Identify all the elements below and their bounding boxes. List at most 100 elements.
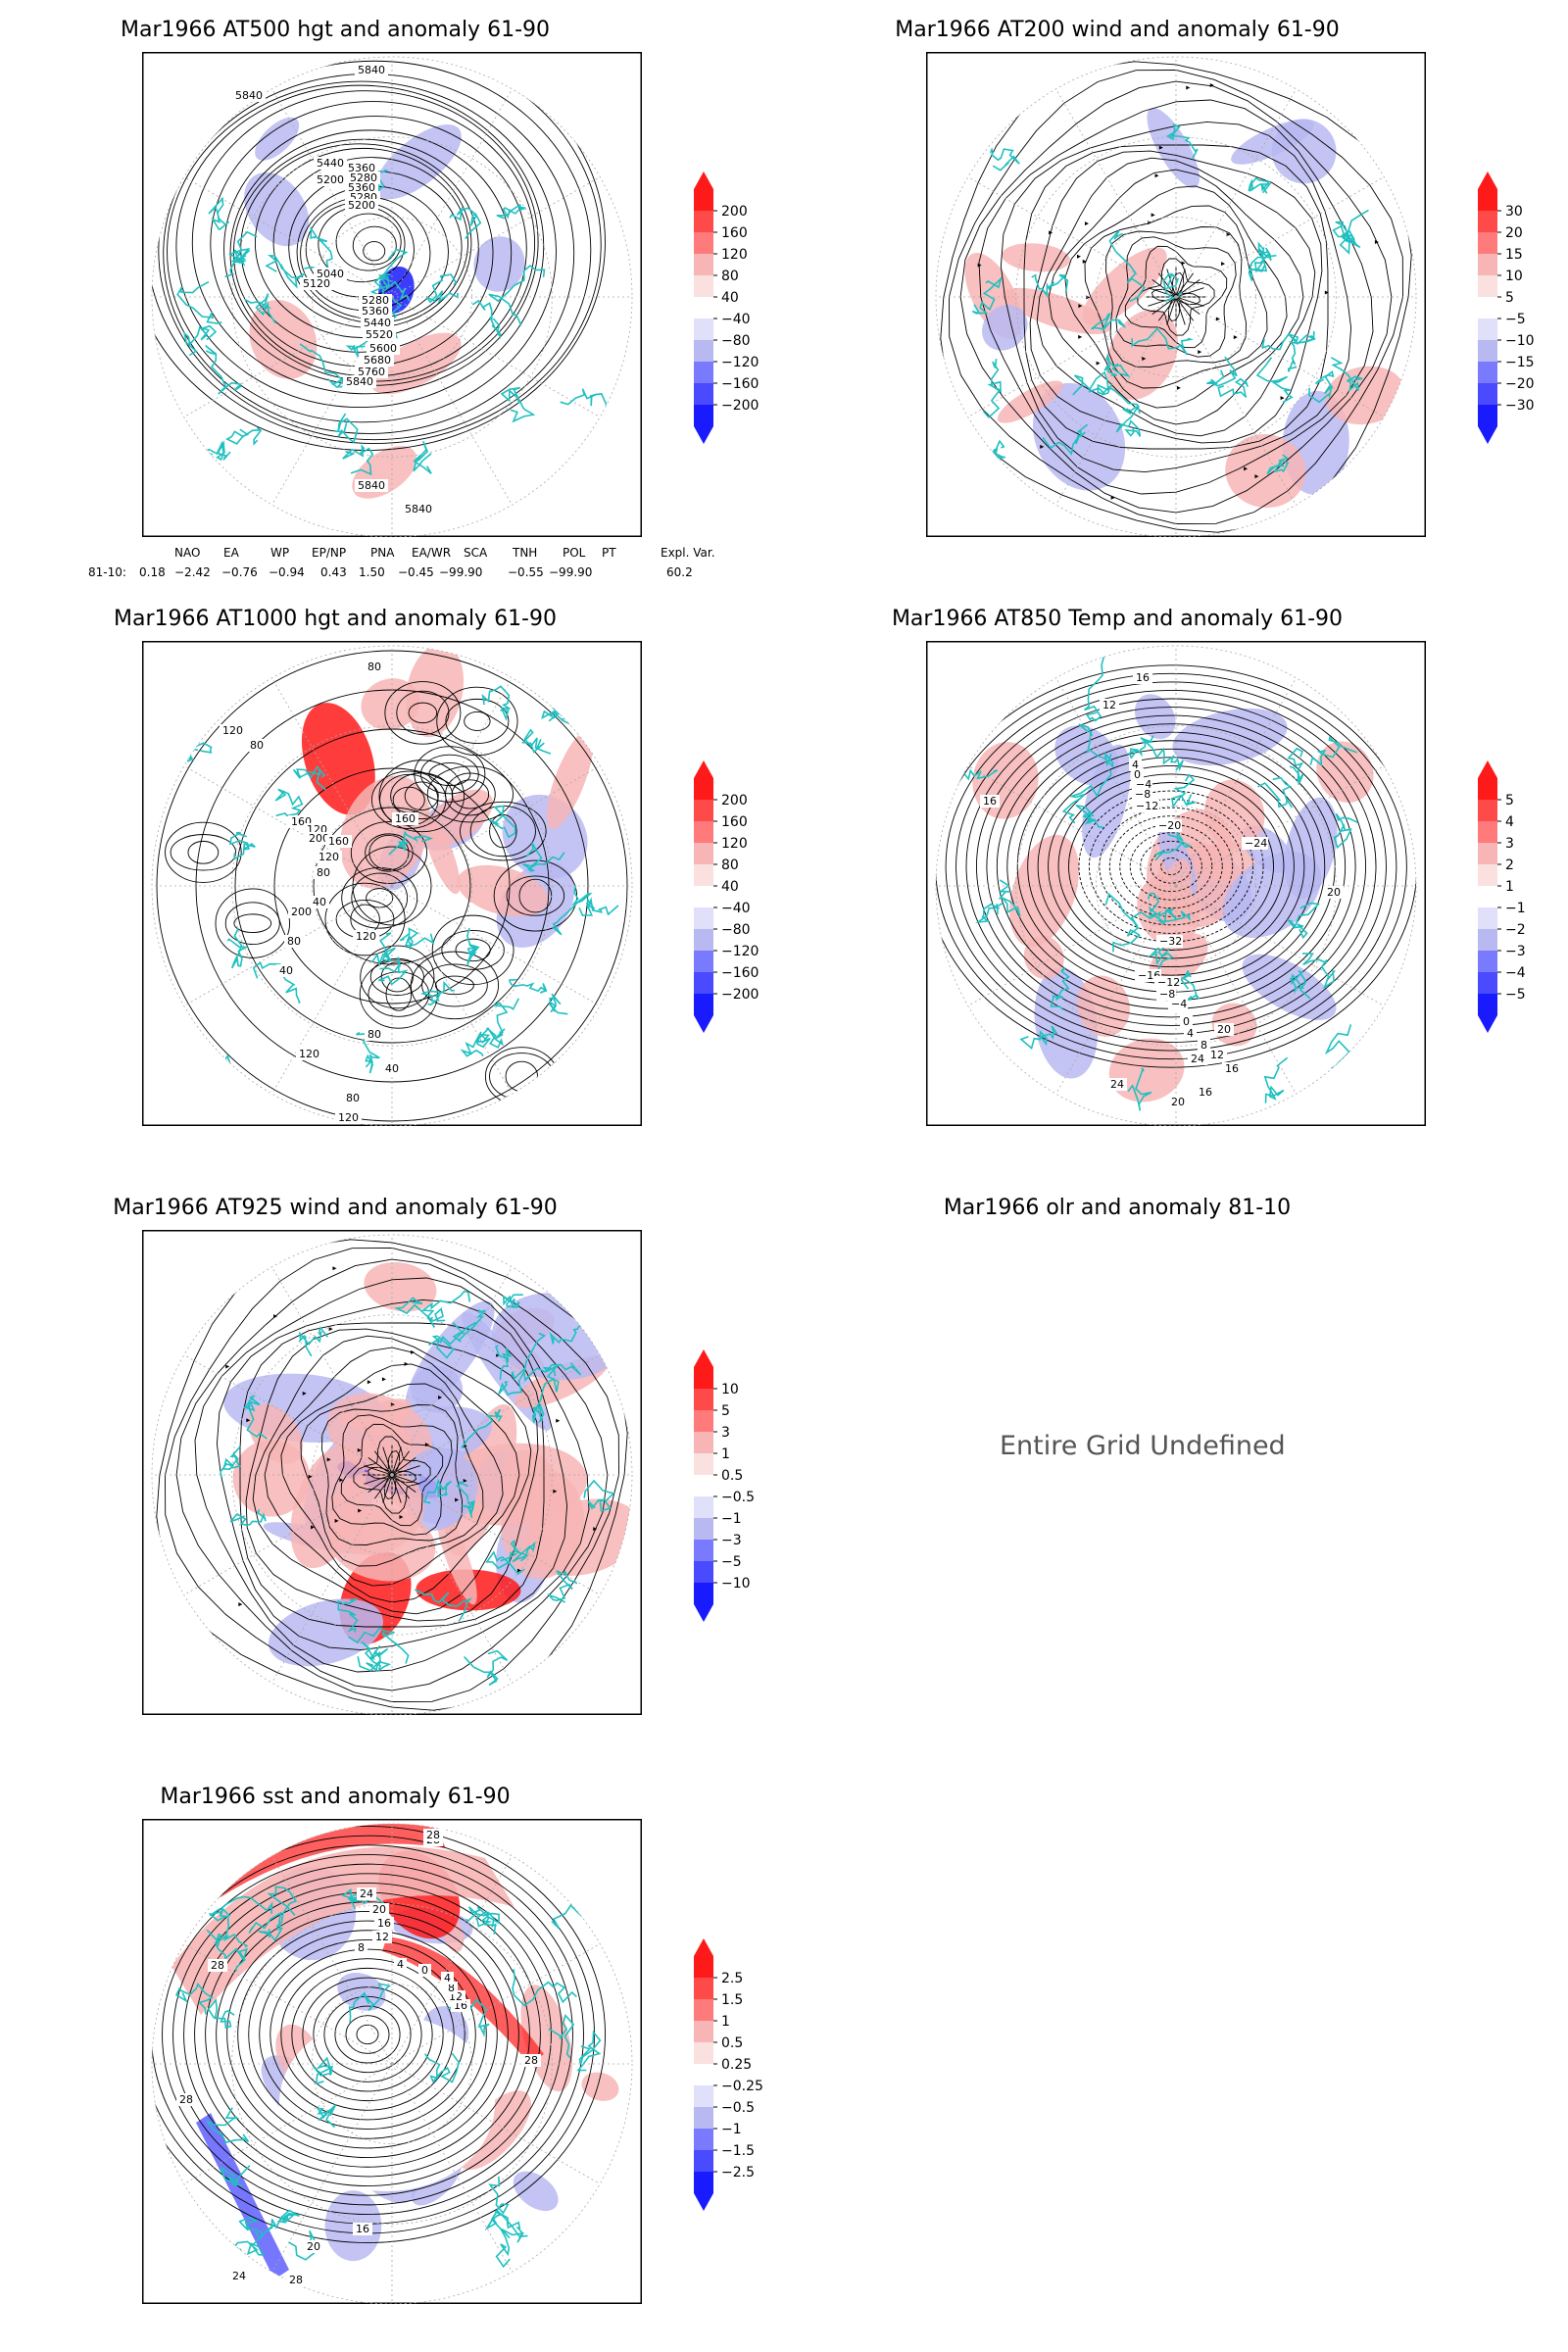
contour-label: 120 xyxy=(299,1048,319,1060)
colorbar-tick-label: 120 xyxy=(721,247,748,263)
contour-label: 160 xyxy=(328,835,349,848)
contour-label: 5840 xyxy=(346,375,373,388)
colorbar-tick-label: 0.5 xyxy=(721,2035,743,2051)
index-header: NAO xyxy=(174,546,201,560)
colorbar-tick-label: −40 xyxy=(721,901,751,916)
contour-label: 16 xyxy=(377,1917,391,1930)
colorbar-tick-label: −20 xyxy=(1505,376,1535,392)
colorbar-tick-label: 3 xyxy=(721,1425,730,1441)
contour-label: −32 xyxy=(1159,935,1182,948)
index-header: WP xyxy=(270,546,290,560)
colorbar-tick-label: −3 xyxy=(1505,944,1526,959)
contour-label: 5840 xyxy=(358,64,385,76)
colorbar-tick-label: 40 xyxy=(721,290,739,306)
colorbar-tick-label: −0.5 xyxy=(721,1490,755,1505)
colorbar-tick-label: 200 xyxy=(721,793,748,808)
colorbar-tick-label: −40 xyxy=(721,312,751,327)
colorbar-tick-label: −10 xyxy=(1505,333,1535,349)
contour-label: 5840 xyxy=(235,89,263,102)
contour-label: 24 xyxy=(1110,1078,1124,1091)
contour-label: 4 xyxy=(1132,759,1139,771)
colorbar-tick-label: −5 xyxy=(1505,987,1526,1003)
colorbar-tick-label: −120 xyxy=(721,944,759,959)
colorbar-tick-label: 160 xyxy=(721,225,748,241)
contour-label: 5200 xyxy=(348,199,375,212)
colorbar-tick-label: 0.25 xyxy=(721,2057,752,2073)
contour-label: 20 xyxy=(1327,886,1341,899)
colorbar-tick-label: −1 xyxy=(721,2122,742,2137)
contour-label: 16 xyxy=(1199,1086,1212,1099)
contour-label: 20 xyxy=(1217,1023,1231,1036)
colorbar-wind200: 30 20 15 10 5 −5 −10 −15 −20 −30 xyxy=(1478,172,1535,444)
teleconnection-index-table: NAO EA WP EP/NP PNA EA/WR SCA TNH POL PT… xyxy=(88,546,735,585)
contour-label: 4 xyxy=(1187,1027,1194,1040)
colorbar-tick-label: 160 xyxy=(721,814,748,830)
colorbar-tick-label: −0.25 xyxy=(721,2079,763,2094)
index-value: −0.76 xyxy=(221,565,258,579)
contour-label: −4 xyxy=(1171,998,1187,1010)
colorbar-tick-label: 15 xyxy=(1505,247,1523,263)
contour-label: 12 xyxy=(375,1931,389,1943)
contour-label: 20 xyxy=(372,1903,386,1916)
colorbar-tick-label: −4 xyxy=(1505,965,1526,981)
contour-label: 160 xyxy=(395,812,416,825)
index-value: −0.55 xyxy=(508,565,544,579)
contour-label: 5280 xyxy=(362,294,389,307)
colorbar-tick-label: 0.5 xyxy=(721,1468,743,1484)
panel-title-olr: Mar1966 olr and anomaly 81-10 xyxy=(943,1196,1292,1220)
contour-label: 16 xyxy=(983,795,997,808)
colorbar-tick-label: 1 xyxy=(721,1446,730,1462)
colorbar-tick-label: −120 xyxy=(721,355,759,370)
colorbar-tick-label: −200 xyxy=(721,398,759,414)
colorbar-tick-label: 2.5 xyxy=(721,1971,743,1986)
contour-label: 24 xyxy=(360,1887,373,1900)
contour-label: −20 xyxy=(1158,819,1181,832)
colorbar-tick-label: 30 xyxy=(1505,204,1523,220)
olr-undefined-message: Entire Grid Undefined xyxy=(1000,1431,1286,1461)
map-wind925-anomaly xyxy=(142,1230,642,1715)
contour-label: 4 xyxy=(444,1972,451,1984)
contour-label: −4 xyxy=(1136,778,1152,791)
colorbar-tick-label: 1 xyxy=(721,2014,730,2030)
contour-label: 8 xyxy=(358,1941,365,1954)
colorbar-tick-label: −1 xyxy=(1505,901,1526,916)
contour-label: 8 xyxy=(1200,1039,1207,1052)
colorbar-tick-label: 10 xyxy=(1505,269,1523,284)
colorbar-wind925: 10 5 3 1 0.5 −0.5 −1 −3 −5 −10 xyxy=(694,1349,755,1622)
index-header: POL xyxy=(563,546,586,560)
contour-label: 8 xyxy=(448,1982,455,1994)
map-wind200-anomaly xyxy=(926,52,1426,537)
contour-label: 5680 xyxy=(364,354,391,367)
colorbar-tick-label: 1.5 xyxy=(721,1992,743,2008)
colorbar-tick-label: −0.5 xyxy=(721,2100,755,2116)
contour-label: 5600 xyxy=(369,342,397,355)
index-header: Expl. Var. xyxy=(661,546,715,560)
colorbar-tick-label: −2.5 xyxy=(721,2165,755,2180)
panel-title-z500: Mar1966 AT500 hgt and anomaly 61-90 xyxy=(120,18,550,42)
index-header: SCA xyxy=(464,546,488,560)
contour-label: 5440 xyxy=(364,317,391,329)
colorbar-tick-label: 5 xyxy=(1505,290,1514,306)
index-header-row: NAO EA WP EP/NP PNA EA/WR SCA TNH POL PT… xyxy=(88,546,735,562)
colorbar-tick-label: −80 xyxy=(721,922,751,938)
contour-label: 0 xyxy=(421,1964,428,1977)
contour-label: 5360 xyxy=(348,162,375,174)
colorbar-tick-label: 80 xyxy=(721,858,739,873)
index-value: 0.43 xyxy=(320,565,347,579)
index-header: TNH xyxy=(513,546,538,560)
colorbar-tick-label: −1.5 xyxy=(721,2143,755,2159)
contour-label: 80 xyxy=(317,866,330,879)
colorbar-tick-label: 40 xyxy=(721,879,739,895)
contour-label: 0 xyxy=(1134,768,1141,781)
map-sst-anomaly: 28242016128402828281612842816202428 xyxy=(142,1819,642,2304)
contour-label: 40 xyxy=(279,964,293,977)
contour-label: −8 xyxy=(1135,788,1151,801)
contour-label: 5280 xyxy=(350,172,377,184)
index-row-label: 81-10: xyxy=(88,565,126,579)
contour-label: 16 xyxy=(356,2223,369,2235)
contour-label: 120 xyxy=(356,930,376,943)
index-header: PNA xyxy=(370,546,395,560)
contour-label: −12 xyxy=(1157,976,1180,989)
contour-label: 0 xyxy=(1183,1015,1190,1028)
